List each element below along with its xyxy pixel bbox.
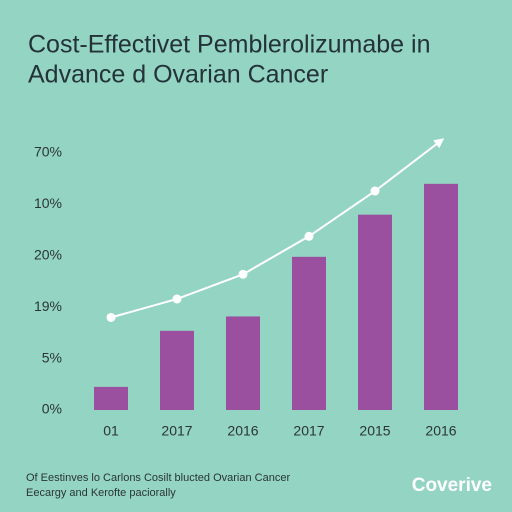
x-tick-label: 2017 — [293, 423, 324, 439]
trend-point — [304, 231, 314, 241]
bar — [94, 386, 128, 410]
y-tick-label: 0% — [42, 401, 62, 417]
y-tick-label: 5% — [42, 349, 62, 365]
bar — [226, 316, 260, 410]
y-tick-label: 19% — [34, 298, 62, 314]
x-tick-label: 2016 — [227, 423, 258, 439]
x-tick-label: 01 — [103, 423, 119, 439]
x-tick-label: 2015 — [359, 423, 390, 439]
footnote: Of Eestinves lo Carlons Cosilt blucted O… — [26, 472, 290, 484]
bar — [358, 214, 392, 410]
trend-point — [370, 186, 380, 196]
bar — [160, 330, 194, 410]
x-tick-label: 2016 — [425, 423, 456, 439]
trend-point — [238, 269, 248, 279]
x-tick-label: 2017 — [161, 423, 192, 439]
chart-title: Advance d Ovarian Cancer — [28, 61, 328, 89]
brand: Coverive — [412, 475, 492, 496]
footnote: Eecargy and Kerofte paciorally — [26, 487, 176, 499]
bar — [292, 256, 326, 410]
y-tick-label: 20% — [34, 247, 62, 263]
trend-line — [110, 138, 445, 319]
y-tick-label: 70% — [34, 144, 62, 160]
y-tick-label: 10% — [34, 195, 62, 211]
chart-title: Cost-Effectivet Pemblerolizumabe in — [28, 31, 431, 59]
bar — [424, 183, 458, 410]
trend-point — [106, 312, 116, 322]
trend-point — [172, 294, 182, 304]
